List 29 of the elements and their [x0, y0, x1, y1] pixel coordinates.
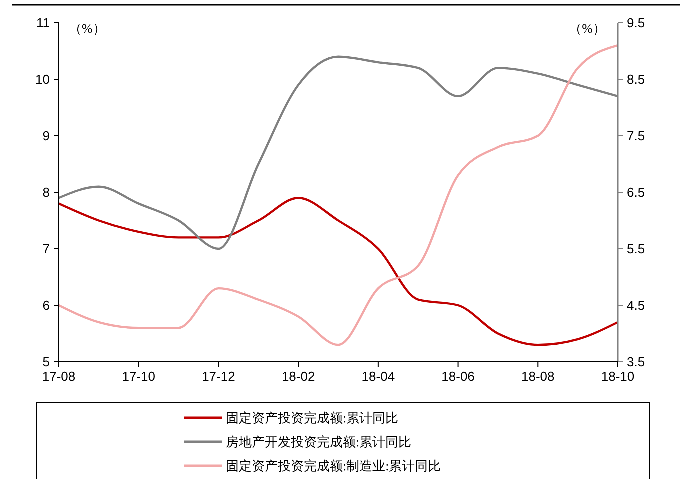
y-tick-label: 8 — [42, 185, 50, 200]
y-axis-title: （%） — [69, 21, 106, 36]
y2-tick-label: 8.5 — [627, 72, 646, 88]
y2-tick-label: 4.5 — [627, 298, 646, 314]
line-series — [58, 197, 620, 346]
legend-label: 房地产开发投资完成额:累计同比 — [226, 434, 412, 450]
y-tick-label: 7 — [42, 242, 50, 257]
y2-tick-label: 7.5 — [627, 128, 646, 144]
x-tick-label: 18-10 — [601, 369, 635, 384]
line-series — [58, 44, 620, 346]
x-tick-label: 18-08 — [522, 369, 555, 384]
legend-label: 固定资产投资完成额:制造业:累计同比 — [226, 458, 442, 474]
x-tick-label: 18-02 — [282, 369, 316, 384]
x-tick-label: 18-06 — [442, 369, 475, 384]
y-tick-label: 9 — [42, 128, 50, 144]
y2-tick-label: 6.5 — [627, 185, 646, 200]
x-tick-label: 18-04 — [362, 369, 396, 384]
x-tick-label: 17-12 — [202, 369, 236, 384]
y-tick-label: 10 — [36, 72, 50, 88]
legend-label: 固定资产投资完成额:累计同比 — [226, 410, 399, 426]
y-tick-label: 5 — [42, 354, 50, 370]
y-tick-label: 6 — [42, 298, 50, 314]
y2-axis-title: （%） — [569, 21, 606, 36]
x-tick-label: 17-10 — [122, 369, 156, 384]
x-tick-label: 17-08 — [42, 369, 76, 384]
y2-tick-label: 9.5 — [627, 16, 646, 31]
y-tick-label: 11 — [36, 16, 50, 31]
y2-tick-label: 5.5 — [627, 242, 646, 257]
y2-tick-label: 3.5 — [627, 354, 646, 370]
